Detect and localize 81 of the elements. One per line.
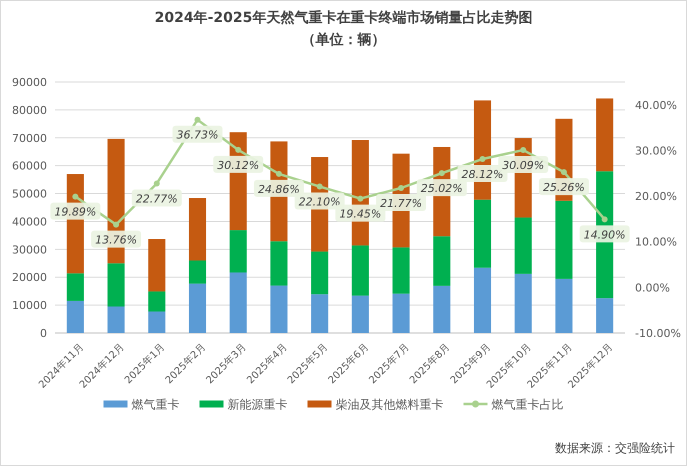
y-tick-label: 10000: [12, 299, 47, 312]
bar: [555, 200, 572, 279]
bar: [596, 98, 614, 172]
point: [438, 170, 445, 176]
y-tick-label: 60000: [12, 160, 47, 173]
point: [316, 184, 323, 190]
point: [194, 116, 200, 123]
point: [72, 194, 78, 200]
data-label: 30.09%: [502, 159, 544, 172]
point: [560, 169, 567, 176]
y2-tick-label: 20.00%: [635, 190, 677, 204]
point: [520, 147, 526, 154]
data-label: 14.90%: [584, 228, 626, 242]
bar: [230, 230, 247, 272]
bar: [474, 200, 492, 268]
y2-tick-label: -10.00%: [635, 327, 681, 340]
y2-tick-label: 40.00%: [635, 98, 677, 112]
y-tick-label: 40000: [12, 215, 47, 228]
legend-label: 燃气重卡: [132, 398, 180, 412]
bar: [433, 286, 450, 333]
point: [235, 146, 242, 153]
chart-subtitle: （单位：辆）: [302, 32, 386, 48]
data-label: 24.86%: [258, 182, 300, 196]
bar: [148, 239, 166, 292]
data-label: 19.45%: [339, 208, 382, 221]
point: [276, 170, 282, 177]
y-tick-label: 0: [40, 327, 47, 340]
legend-label: 燃气重卡占比: [492, 398, 564, 412]
bar: [188, 260, 206, 284]
source-note: 数据来源：交强险统计: [555, 441, 675, 455]
bar: [555, 278, 572, 333]
y2-tick-label: 0.00%: [635, 281, 670, 294]
bar: [230, 272, 247, 333]
bar: [148, 312, 166, 333]
point: [398, 185, 404, 192]
data-label: 30.12%: [217, 158, 260, 172]
bar: [352, 296, 369, 333]
chart-title: 2024年-2025年天然气重卡在重卡终端市场销量占比走势图: [154, 9, 532, 26]
data-label: 25.26%: [542, 181, 585, 194]
data-label: 21.77%: [380, 197, 422, 210]
data-label: 36.73%: [176, 128, 218, 142]
bar: [433, 236, 450, 286]
data-label: 22.77%: [136, 192, 178, 206]
point: [113, 222, 120, 228]
bar: [596, 298, 614, 333]
data-label: 19.89%: [54, 206, 96, 219]
bar: [188, 284, 206, 333]
point: [154, 180, 160, 186]
y-tick-label: 30000: [12, 243, 47, 256]
bar: [311, 294, 328, 333]
bar: [66, 300, 84, 333]
y-tick-label: 50000: [12, 188, 47, 201]
bar: [108, 263, 125, 307]
bar: [66, 273, 84, 301]
y2-tick-label: 30.00%: [635, 144, 677, 158]
bar: [474, 268, 492, 333]
data-label: 25.02%: [420, 182, 463, 196]
data-label: 28.12%: [462, 168, 504, 182]
y-tick-label: 70000: [12, 132, 47, 145]
legend-label: 新能源重卡: [228, 398, 288, 412]
point: [480, 156, 486, 162]
bar: [270, 241, 288, 286]
data-label: 22.10%: [298, 196, 341, 209]
bar: [352, 245, 369, 296]
point: [602, 216, 608, 222]
bar: [148, 291, 166, 312]
bar: [108, 306, 125, 333]
bar: [514, 218, 532, 274]
data-label: 13.76%: [95, 234, 138, 247]
bar: [270, 286, 288, 333]
legend-label: 柴油及其他燃料重卡: [336, 398, 444, 412]
y2-tick-label: 10.00%: [635, 236, 677, 249]
y-tick-label: 20000: [12, 271, 47, 284]
bar: [392, 247, 410, 294]
bar: [392, 294, 410, 333]
y-tick-label: 90000: [12, 76, 47, 89]
bar: [188, 198, 206, 260]
bar: [311, 252, 328, 294]
point: [357, 196, 364, 202]
y-tick-label: 80000: [12, 104, 47, 117]
bar: [514, 274, 532, 333]
